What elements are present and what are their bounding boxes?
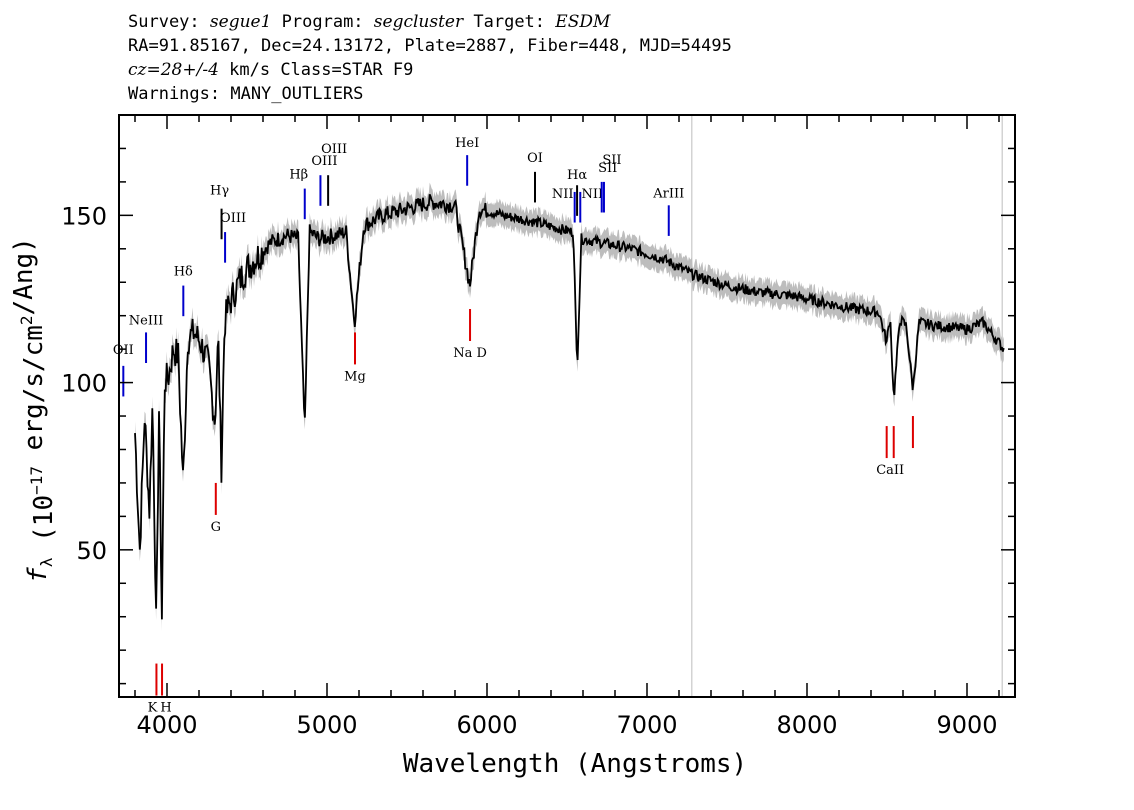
header-line-2: RA=91.85167, Dec=24.13172, Plate=2887, F… (128, 36, 732, 56)
spectrum-line (134, 193, 1005, 620)
emission-line-label: NII (581, 187, 603, 202)
emission-line-label: Hγ (210, 184, 229, 199)
plot-frame (118, 114, 1016, 698)
emission-line-label: OIII (220, 211, 246, 226)
header-line-1: Survey: segue1 Program: segcluster Targe… (128, 10, 732, 34)
absorption-line-label: K (148, 701, 158, 716)
header-line-3: cz=28+/-4 km/s Class=STAR F9 (128, 58, 732, 82)
emission-line-label: Hδ (174, 265, 193, 280)
emission-line-label: OIII (311, 154, 337, 169)
absorption-line-label: H (160, 701, 171, 716)
y-tick-label: 100 (61, 370, 107, 398)
emission-line-label: ArIII (652, 186, 684, 201)
spectrum-header: Survey: segue1 Program: segcluster Targe… (128, 10, 732, 106)
emission-line-label: SII (598, 161, 617, 176)
emission-line-label: HeI (455, 136, 479, 151)
x-tick-label: 4000 (136, 711, 197, 739)
target-label: Target: (473, 12, 546, 32)
program-value: segcluster (373, 12, 464, 32)
emission-line-label: OII (113, 343, 134, 358)
survey-label: Survey: (128, 12, 200, 32)
header-line-4: Warnings: MANY_OUTLIERS (128, 84, 364, 104)
target-value: ESDM (555, 12, 611, 32)
redshift-value: cz=28+/-4 (128, 60, 219, 80)
absorption-line-label: Na D (453, 346, 487, 361)
y-tick-label: 150 (61, 202, 107, 230)
x-tick-label: 6000 (456, 711, 517, 739)
x-tick-label: 5000 (296, 711, 357, 739)
program-label: Program: (281, 12, 364, 32)
emission-line-label: OIII (321, 142, 347, 157)
emission-line-label: OI (527, 151, 543, 166)
y-tick-label: 50 (76, 537, 107, 565)
x-tick-label: 7000 (616, 711, 677, 739)
absorption-line-label: Mg (344, 369, 366, 384)
class-value: km/s Class=STAR F9 (229, 60, 414, 80)
x-axis-title: Wavelength (Angstroms) (403, 749, 747, 779)
x-tick-label: 9000 (936, 711, 997, 739)
emission-line-label: NII (552, 187, 574, 202)
absorption-line-label: G (211, 520, 221, 535)
emission-line-label: Hβ (289, 168, 308, 183)
emission-line-label: Hα (567, 168, 587, 183)
survey-value: segue1 (209, 12, 272, 32)
y-axis-title: fλ (10−17 erg/s/cm2/Ang) (9, 237, 59, 583)
emission-line-label: SII (602, 153, 621, 168)
x-tick-label: 8000 (776, 711, 837, 739)
emission-line-label: NeIII (129, 313, 163, 328)
absorption-line-label: CaII (876, 463, 904, 478)
